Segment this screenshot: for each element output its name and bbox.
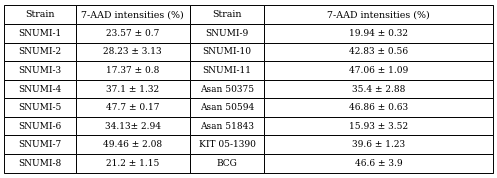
Text: SNUMI-3: SNUMI-3 — [18, 66, 61, 75]
Bar — [264, 24, 493, 43]
Text: Strain: Strain — [25, 10, 55, 19]
Bar — [264, 61, 493, 80]
Text: 46.6 ± 3.9: 46.6 ± 3.9 — [355, 159, 403, 168]
Bar — [76, 135, 190, 154]
Text: SNUMI-8: SNUMI-8 — [18, 159, 62, 168]
Text: SNUMI-2: SNUMI-2 — [18, 47, 61, 56]
Text: SNUMI-1: SNUMI-1 — [18, 29, 62, 38]
Bar — [76, 80, 190, 98]
Bar — [76, 61, 190, 80]
Text: 47.7 ± 0.17: 47.7 ± 0.17 — [106, 103, 160, 112]
Text: SNUMI-9: SNUMI-9 — [205, 29, 249, 38]
Bar — [4, 43, 76, 61]
Bar — [4, 24, 76, 43]
Text: 15.93 ± 3.52: 15.93 ± 3.52 — [349, 122, 408, 131]
Bar — [76, 24, 190, 43]
Text: SNUMI-4: SNUMI-4 — [18, 85, 62, 93]
Bar — [190, 5, 264, 24]
Bar — [4, 61, 76, 80]
Text: Asan 50594: Asan 50594 — [200, 103, 254, 112]
Text: 37.1 ± 1.32: 37.1 ± 1.32 — [106, 85, 159, 93]
Bar — [190, 24, 264, 43]
Bar — [264, 154, 493, 173]
Text: 28.23 ± 3.13: 28.23 ± 3.13 — [103, 47, 162, 56]
Bar — [4, 154, 76, 173]
Bar — [4, 135, 76, 154]
Text: Asan 50375: Asan 50375 — [200, 85, 254, 93]
Bar — [76, 98, 190, 117]
Bar — [190, 117, 264, 135]
Text: 39.6 ± 1.23: 39.6 ± 1.23 — [352, 140, 405, 149]
Bar — [76, 43, 190, 61]
Bar — [190, 43, 264, 61]
Bar — [4, 80, 76, 98]
Text: 46.86 ± 0.63: 46.86 ± 0.63 — [349, 103, 408, 112]
Text: Asan 51843: Asan 51843 — [200, 122, 254, 131]
Text: 42.83 ± 0.56: 42.83 ± 0.56 — [349, 47, 408, 56]
Text: SNUMI-5: SNUMI-5 — [18, 103, 62, 112]
Bar — [4, 5, 76, 24]
Bar — [190, 98, 264, 117]
Bar — [190, 61, 264, 80]
Bar — [76, 117, 190, 135]
Text: 19.94 ± 0.32: 19.94 ± 0.32 — [349, 29, 408, 38]
Bar — [264, 135, 493, 154]
Text: 17.37 ± 0.8: 17.37 ± 0.8 — [106, 66, 160, 75]
Text: Strain: Strain — [212, 10, 242, 19]
Text: 21.2 ± 1.15: 21.2 ± 1.15 — [106, 159, 160, 168]
Bar — [190, 135, 264, 154]
Text: 49.46 ± 2.08: 49.46 ± 2.08 — [103, 140, 162, 149]
Text: 34.13± 2.94: 34.13± 2.94 — [105, 122, 161, 131]
Bar — [264, 117, 493, 135]
Bar — [264, 43, 493, 61]
Bar — [264, 5, 493, 24]
Text: SNUMI-11: SNUMI-11 — [203, 66, 251, 75]
Text: 23.57 ± 0.7: 23.57 ± 0.7 — [106, 29, 160, 38]
Bar — [264, 80, 493, 98]
Text: KIT 05-1390: KIT 05-1390 — [199, 140, 255, 149]
Bar — [264, 98, 493, 117]
Bar — [190, 154, 264, 173]
Bar — [76, 5, 190, 24]
Text: SNUMI-10: SNUMI-10 — [203, 47, 251, 56]
Text: 47.06 ± 1.09: 47.06 ± 1.09 — [349, 66, 409, 75]
Bar — [4, 98, 76, 117]
Text: BCG: BCG — [217, 159, 238, 168]
Text: 7-AAD intensities (%): 7-AAD intensities (%) — [328, 10, 430, 19]
Bar — [4, 117, 76, 135]
Bar — [190, 80, 264, 98]
Text: SNUMI-6: SNUMI-6 — [18, 122, 62, 131]
Text: 7-AAD intensities (%): 7-AAD intensities (%) — [82, 10, 184, 19]
Text: 35.4 ± 2.88: 35.4 ± 2.88 — [352, 85, 406, 93]
Bar — [76, 154, 190, 173]
Text: SNUMI-7: SNUMI-7 — [18, 140, 62, 149]
